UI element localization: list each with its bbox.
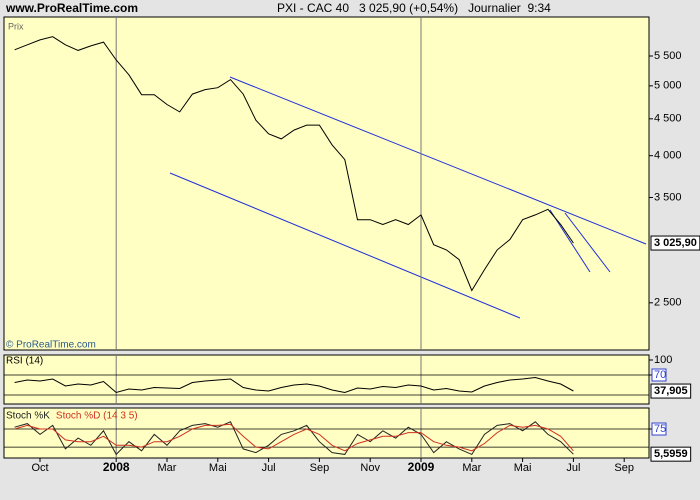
chart-title: PXI - CAC 40 3 025,90 (+0,54%) Journalie… <box>277 1 551 15</box>
panel-title: RSI (14) <box>6 356 43 367</box>
stoch-panel <box>3 407 650 459</box>
last-value-label: 5,5959 <box>654 448 688 460</box>
x-tick-label: Nov <box>360 462 380 474</box>
trend-line <box>564 212 611 273</box>
x-tick-label: 2009 <box>408 460 435 474</box>
x-tick-label: Sep <box>310 462 330 474</box>
x-tick-label: Mai <box>209 462 227 474</box>
series-line <box>14 423 574 452</box>
tick-box <box>651 422 667 436</box>
y-tick-label: 75 <box>654 423 666 435</box>
y-tick-label: 70 <box>654 369 666 381</box>
x-tick-label: Mar <box>462 462 481 474</box>
y-tick-label: 2 500 <box>654 297 682 309</box>
price-panel <box>3 16 650 351</box>
x-tick-label: Mai <box>514 462 532 474</box>
y-tick-label: 4 500 <box>654 113 682 125</box>
x-tick-label: Jul <box>262 462 276 474</box>
trend-line <box>229 76 647 245</box>
rsi-panel <box>3 354 650 405</box>
legend-entry: Stoch %K <box>6 411 50 422</box>
last-value-box <box>650 446 692 462</box>
legend-entry: Stoch %D (14 3 5) <box>56 411 138 422</box>
site-name: www.ProRealTime.com <box>5 1 138 15</box>
y-tick-label: 5 000 <box>654 80 682 92</box>
last-value-box <box>650 383 692 399</box>
y-tick-label: 4 000 <box>654 150 682 162</box>
x-tick-label: Jul <box>566 462 580 474</box>
last-value-label: 37,905 <box>654 385 688 397</box>
trend-line <box>169 172 521 319</box>
y-tick-label: 3 500 <box>654 191 682 203</box>
series-line <box>14 376 574 394</box>
x-tick-label: 2008 <box>103 460 130 474</box>
last-value-label: 3 025,90 <box>654 237 697 249</box>
series-line <box>14 421 574 456</box>
x-tick-label: Mar <box>158 462 177 474</box>
x-tick-label: Oct <box>31 462 48 474</box>
x-tick-label: Sep <box>614 462 634 474</box>
y-tick-label: 100 <box>654 354 672 366</box>
series-line <box>14 36 574 292</box>
y-tick-label: 5 500 <box>654 50 682 62</box>
copyright: © ProRealTime.com <box>6 340 96 351</box>
trend-lines <box>169 76 647 319</box>
tick-box <box>651 368 667 382</box>
y-axis-label: Prix <box>8 21 24 31</box>
